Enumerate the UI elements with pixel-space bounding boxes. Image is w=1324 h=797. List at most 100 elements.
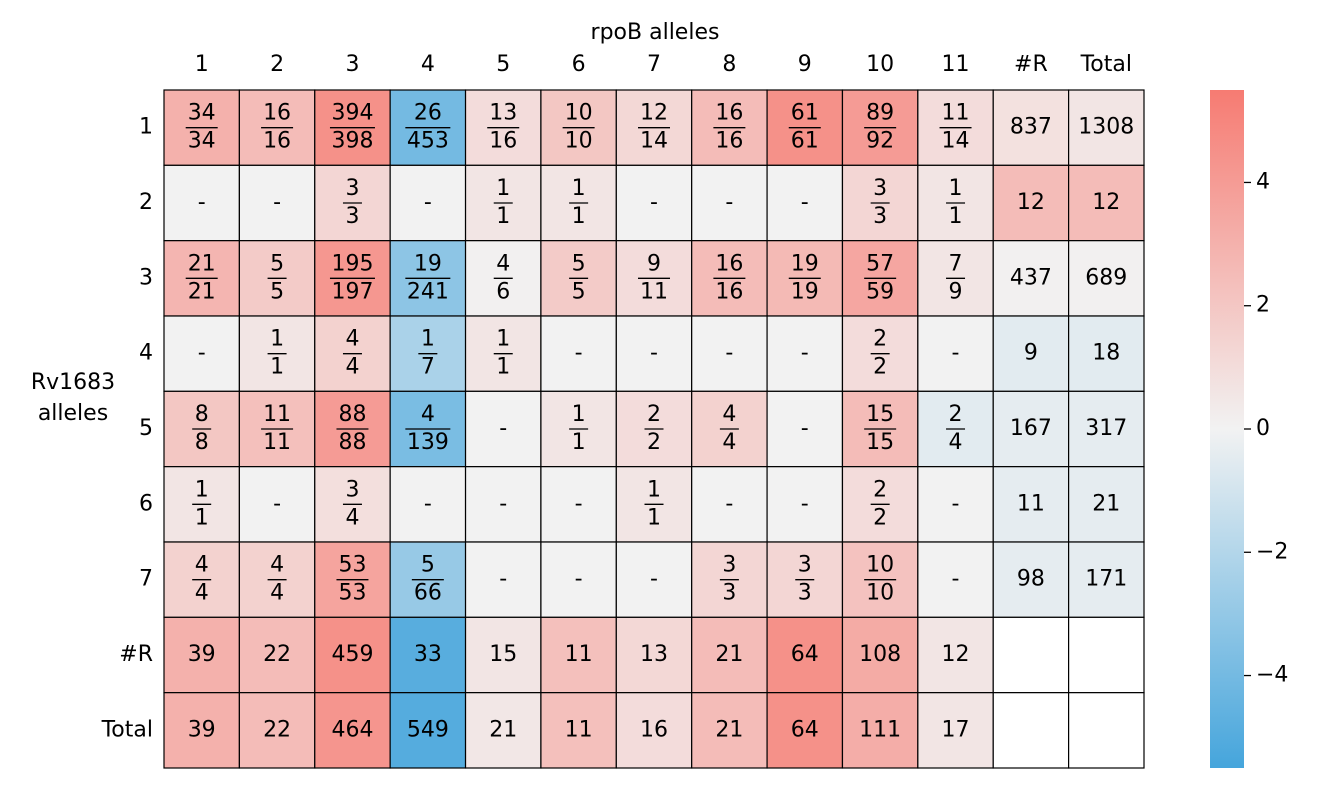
cell-label: 64 [791, 717, 819, 742]
heatmap-cell [464, 692, 542, 769]
cell-label: - [725, 190, 733, 215]
cell-numerator: 8 [195, 402, 209, 427]
cell-denominator: 3 [345, 204, 359, 229]
cell-numerator: 1 [572, 402, 586, 427]
x-tick-label: Total [1080, 52, 1132, 77]
cell-numerator: 394 [331, 101, 373, 126]
cell-denominator: 3 [722, 581, 736, 606]
cell-numerator: 1 [949, 176, 963, 201]
cell-denominator: 2 [647, 430, 661, 455]
cell-numerator: 4 [270, 553, 284, 578]
cell-denominator: 4 [722, 430, 736, 455]
cell-denominator: 1 [496, 204, 510, 229]
cell-label: 33 [414, 642, 442, 667]
heatmap-cell [238, 616, 316, 694]
cell-numerator: 88 [338, 402, 366, 427]
heatmap-cell [238, 692, 316, 769]
cell-denominator: 16 [489, 129, 517, 154]
cell-numerator: 4 [496, 251, 510, 276]
heatmap-cell [464, 616, 542, 694]
cell-label: - [499, 416, 507, 441]
cell-denominator: 10 [866, 581, 894, 606]
cell-denominator: 7 [421, 355, 435, 380]
x-tick-label: 4 [421, 52, 435, 77]
cell-denominator: 11 [640, 279, 668, 304]
cell-denominator: 92 [866, 129, 894, 154]
heatmap-cell [389, 164, 467, 242]
cell-label: 12 [1092, 190, 1120, 215]
cell-label: 64 [791, 642, 819, 667]
cell-denominator: 4 [270, 581, 284, 606]
heatmap-cell [1068, 541, 1145, 618]
cell-numerator: 89 [866, 101, 894, 126]
cell-numerator: 4 [421, 402, 435, 427]
x-tick-label: #R [1014, 52, 1048, 77]
cell-denominator: 14 [942, 129, 970, 154]
cell-denominator: 1 [647, 505, 661, 530]
cell-denominator: 16 [263, 129, 291, 154]
heatmap-cell [615, 541, 693, 618]
x-tick-label: 6 [572, 52, 586, 77]
cell-numerator: 2 [873, 477, 887, 502]
cell-numerator: 1 [270, 327, 284, 352]
cell-denominator: 10 [565, 129, 593, 154]
heatmap-cell [163, 692, 240, 769]
cell-label: - [801, 190, 809, 215]
cell-numerator: 4 [722, 402, 736, 427]
cell-denominator: 8 [195, 430, 209, 455]
cell-denominator: 1 [572, 430, 586, 455]
cell-label: 11 [565, 717, 593, 742]
cell-label: - [952, 491, 960, 516]
cell-numerator: 15 [866, 402, 894, 427]
colorbar-tick-label: 0 [1256, 416, 1270, 441]
cell-label: 437 [1010, 265, 1052, 290]
cell-label: - [198, 341, 206, 366]
colorbar-tick-label: 4 [1256, 169, 1270, 194]
cell-numerator: 1 [496, 176, 510, 201]
cell-numerator: 4 [345, 327, 359, 352]
cell-label: 549 [407, 717, 449, 742]
cell-label: 12 [942, 642, 970, 667]
heatmap-cell [1068, 89, 1145, 166]
heatmap-cell [389, 616, 467, 694]
cell-numerator: 5 [572, 251, 586, 276]
heatmap-cell [540, 692, 617, 769]
cell-numerator: 53 [338, 553, 366, 578]
heatmap-cell [766, 692, 844, 769]
x-tick-label: 2 [270, 52, 284, 77]
cell-label: 21 [715, 642, 743, 667]
heatmap-cell [992, 541, 1070, 618]
heatmap-cell [163, 541, 240, 618]
cell-denominator: 4 [345, 505, 359, 530]
heatmap-cell [540, 164, 617, 242]
cell-numerator: 1 [647, 477, 661, 502]
cell-denominator: 139 [407, 430, 449, 455]
cell-label: - [650, 567, 658, 592]
cell-denominator: 11 [263, 430, 291, 455]
y-axis-label: Rv1683 [31, 370, 115, 395]
cell-denominator: 3 [798, 581, 812, 606]
cell-label: 11 [565, 642, 593, 667]
cell-label: - [725, 341, 733, 366]
cell-label: 111 [859, 717, 901, 742]
cell-numerator: 4 [195, 553, 209, 578]
cell-numerator: 2 [873, 327, 887, 352]
cell-numerator: 57 [866, 251, 894, 276]
cell-label: 11 [1017, 491, 1045, 516]
y-tick-label: #R [119, 642, 153, 667]
colorbar-tick-label: 2 [1256, 293, 1270, 318]
cell-label: 1308 [1078, 115, 1134, 140]
cell-label: 22 [263, 642, 291, 667]
cell-label: 9 [1024, 341, 1038, 366]
cell-label: - [575, 567, 583, 592]
cell-numerator: 61 [791, 101, 819, 126]
y-tick-label: 3 [139, 265, 153, 290]
heatmap-cell [992, 616, 1070, 694]
heatmap-cell [163, 164, 240, 242]
cell-numerator: 21 [188, 251, 216, 276]
y-tick-label: 6 [139, 491, 153, 516]
cell-denominator: 4 [949, 430, 963, 455]
cell-numerator: 7 [949, 251, 963, 276]
cell-numerator: 26 [414, 101, 442, 126]
